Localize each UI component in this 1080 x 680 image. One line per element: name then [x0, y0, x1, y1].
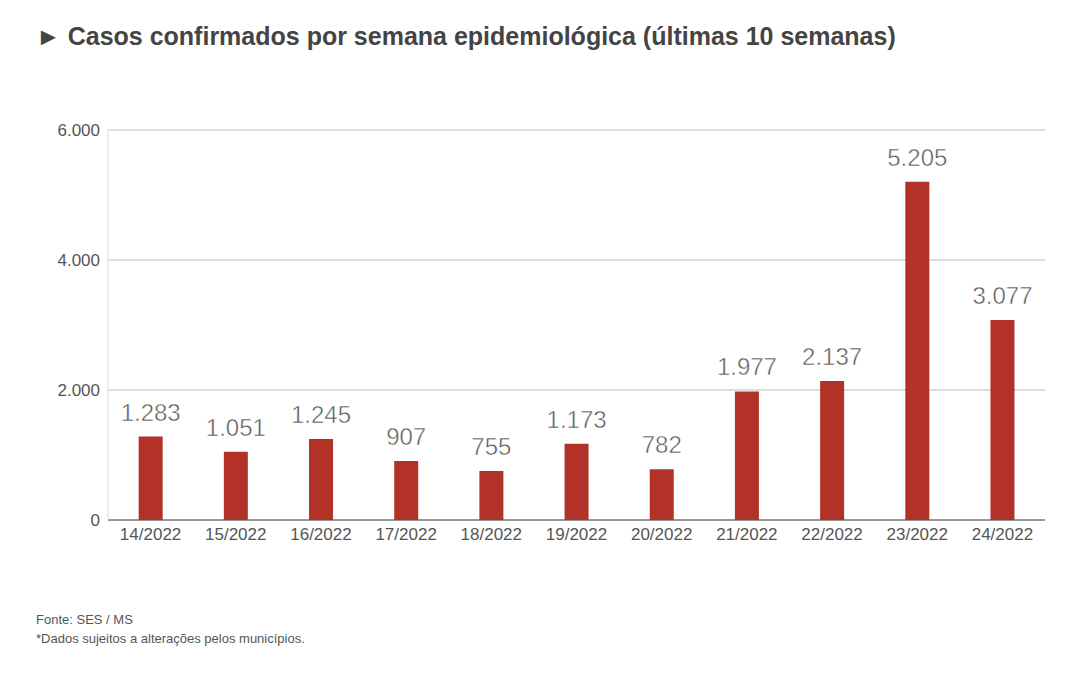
svg-text:1.977: 1.977: [717, 353, 777, 380]
svg-text:18/2022: 18/2022: [461, 525, 522, 544]
html-text:► Casos confirmados por semana: ► Casos confirmados por semana epidemiol…: [36, 22, 896, 50]
html-text:*Dados sujeitos a alterações p: *Dados sujeitos a alterações pelos munic…: [36, 631, 305, 646]
svg-text:14/2022: 14/2022: [120, 525, 181, 544]
html-text:Fonte: SES / MS: Fonte: SES / MS: [36, 612, 133, 627]
svg-text:23/2022: 23/2022: [887, 525, 948, 544]
svg-text:907: 907: [386, 423, 426, 450]
svg-text:1.173: 1.173: [547, 406, 607, 433]
svg-text:17/2022: 17/2022: [375, 525, 436, 544]
svg-text:4.000: 4.000: [57, 251, 100, 270]
svg-text:1.245: 1.245: [291, 401, 351, 428]
svg-text:0: 0: [91, 511, 100, 530]
svg-text:755: 755: [471, 433, 511, 460]
svg-text:1.051: 1.051: [206, 414, 266, 441]
svg-text:21/2022: 21/2022: [716, 525, 777, 544]
svg-text:5.205: 5.205: [887, 144, 947, 171]
svg-text:20/2022: 20/2022: [631, 525, 692, 544]
svg-text:2.000: 2.000: [57, 381, 100, 400]
svg-text:3.077: 3.077: [972, 282, 1032, 309]
svg-text:22/2022: 22/2022: [801, 525, 862, 544]
svg-text:1.283: 1.283: [121, 399, 181, 426]
svg-text:2.137: 2.137: [802, 343, 862, 370]
svg-text:6.000: 6.000: [57, 121, 100, 140]
svg-text:782: 782: [642, 431, 682, 458]
svg-text:16/2022: 16/2022: [290, 525, 351, 544]
svg-text:24/2022: 24/2022: [972, 525, 1033, 544]
svg-text:15/2022: 15/2022: [205, 525, 266, 544]
svg-text:19/2022: 19/2022: [546, 525, 607, 544]
